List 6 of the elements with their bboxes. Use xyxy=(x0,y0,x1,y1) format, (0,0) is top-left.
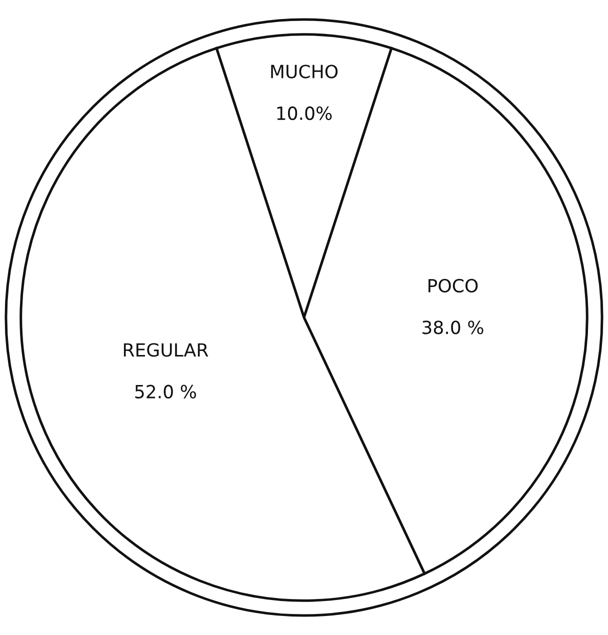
data-label: 10.0% xyxy=(277,106,332,120)
slice-label: REGULAR xyxy=(124,343,208,357)
data-label: 38.0 % xyxy=(422,320,484,334)
slice-label: MUCHO xyxy=(271,64,338,78)
data-label: 52.0 % xyxy=(135,384,196,398)
slice-label: POCO xyxy=(428,278,478,293)
